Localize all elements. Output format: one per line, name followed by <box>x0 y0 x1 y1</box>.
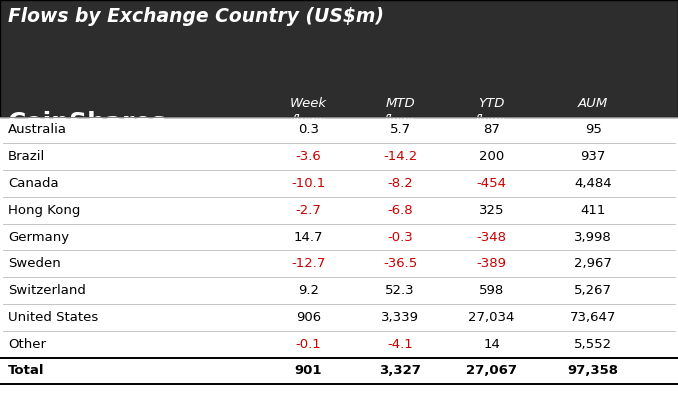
Text: Germany: Germany <box>8 231 69 244</box>
Text: 598: 598 <box>479 284 504 297</box>
Text: -8.2: -8.2 <box>387 177 413 190</box>
Text: Sweden: Sweden <box>8 257 61 270</box>
Text: 27,067: 27,067 <box>466 365 517 377</box>
Text: Switzerland: Switzerland <box>8 284 86 297</box>
Text: -0.3: -0.3 <box>387 231 413 244</box>
Text: 411: 411 <box>580 204 606 217</box>
Text: 901: 901 <box>295 365 322 377</box>
Text: -10.1: -10.1 <box>292 177 325 190</box>
Text: 906: 906 <box>296 311 321 324</box>
Text: 0.3: 0.3 <box>298 123 319 136</box>
Text: MTD
flows: MTD flows <box>383 97 417 127</box>
Text: -36.5: -36.5 <box>383 257 417 270</box>
Text: -12.7: -12.7 <box>292 257 325 270</box>
Text: Other: Other <box>8 338 46 351</box>
Text: -6.8: -6.8 <box>387 204 413 217</box>
Text: 3,327: 3,327 <box>379 365 421 377</box>
FancyBboxPatch shape <box>0 0 678 117</box>
Text: CoinShares: CoinShares <box>8 111 167 135</box>
Text: 95: 95 <box>585 123 601 136</box>
Text: 87: 87 <box>483 123 500 136</box>
Text: Flows by Exchange Country (US$m): Flows by Exchange Country (US$m) <box>8 7 384 26</box>
Text: -454: -454 <box>477 177 506 190</box>
Text: -389: -389 <box>477 257 506 270</box>
Text: 4,484: 4,484 <box>574 177 612 190</box>
Text: 5,552: 5,552 <box>574 338 612 351</box>
Text: Brazil: Brazil <box>8 150 45 163</box>
Text: 14: 14 <box>483 338 500 351</box>
Text: Week
flows: Week flows <box>290 97 327 127</box>
Text: 5.7: 5.7 <box>389 123 411 136</box>
Text: 5,267: 5,267 <box>574 284 612 297</box>
Text: Total: Total <box>8 365 45 377</box>
Text: -348: -348 <box>477 231 506 244</box>
Text: 325: 325 <box>479 204 504 217</box>
Text: 200: 200 <box>479 150 504 163</box>
Text: 14.7: 14.7 <box>294 231 323 244</box>
Text: 937: 937 <box>580 150 606 163</box>
Text: 97,358: 97,358 <box>567 365 619 377</box>
Text: 3,339: 3,339 <box>381 311 419 324</box>
Text: 3,998: 3,998 <box>574 231 612 244</box>
Text: 27,034: 27,034 <box>468 311 515 324</box>
Text: -3.6: -3.6 <box>296 150 321 163</box>
Text: Hong Kong: Hong Kong <box>8 204 81 217</box>
Text: 2,967: 2,967 <box>574 257 612 270</box>
Text: 52.3: 52.3 <box>385 284 415 297</box>
Text: United States: United States <box>8 311 98 324</box>
Text: YTD
flows: YTD flows <box>475 97 508 127</box>
Text: 9.2: 9.2 <box>298 284 319 297</box>
Text: -0.1: -0.1 <box>296 338 321 351</box>
Text: -4.1: -4.1 <box>387 338 413 351</box>
Text: Australia: Australia <box>8 123 67 136</box>
Text: 73,647: 73,647 <box>570 311 616 324</box>
Text: -2.7: -2.7 <box>296 204 321 217</box>
Text: AUM: AUM <box>578 97 608 110</box>
Text: Canada: Canada <box>8 177 59 190</box>
Text: -14.2: -14.2 <box>383 150 417 163</box>
